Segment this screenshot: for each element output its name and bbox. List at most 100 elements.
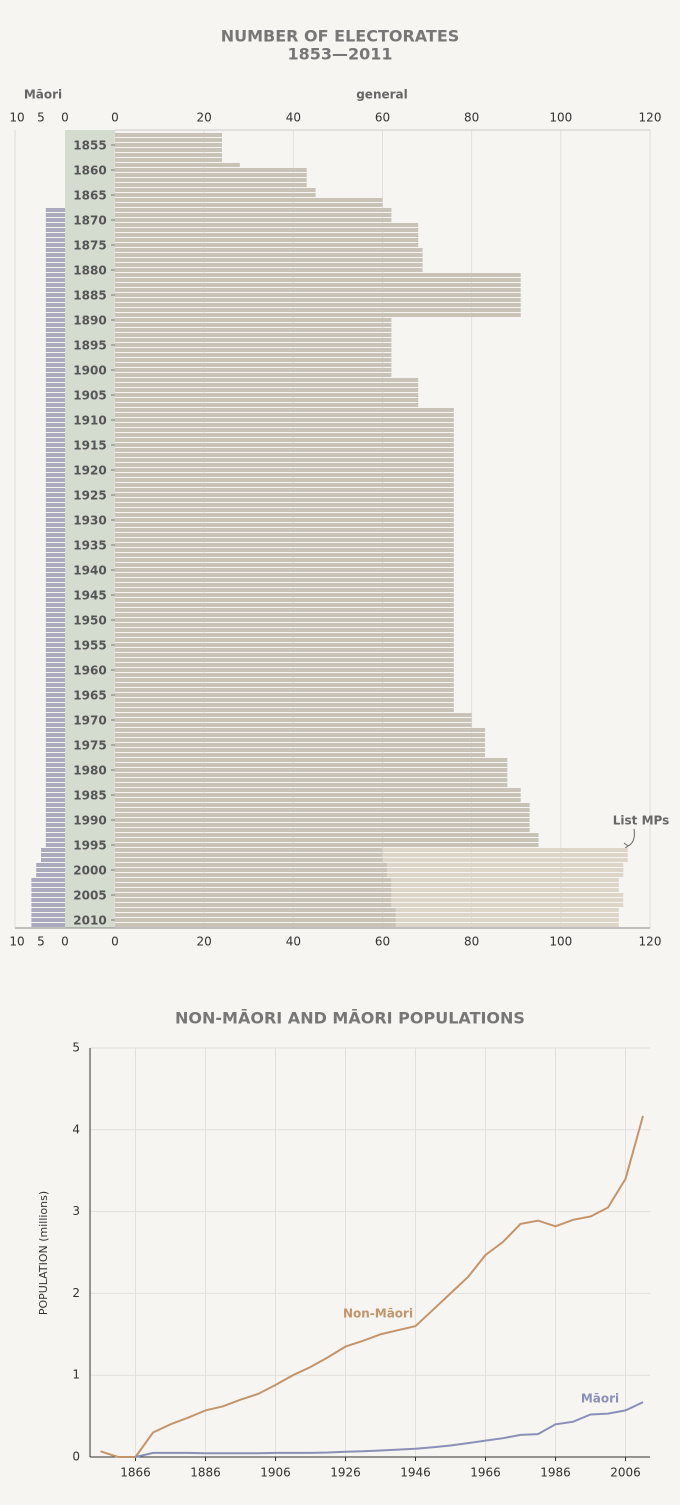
bar — [31, 898, 65, 902]
bar — [45, 518, 65, 522]
maori-tick-label: 5 — [37, 111, 45, 125]
year-tick-label: 1945 — [73, 589, 106, 603]
bar — [115, 563, 454, 567]
bar — [115, 368, 392, 372]
bar — [31, 883, 65, 887]
bar — [45, 388, 65, 392]
bar — [45, 353, 65, 357]
year-tick-label: 1970 — [73, 714, 106, 728]
bar — [115, 908, 396, 912]
bar — [386, 868, 624, 872]
bar — [45, 838, 65, 842]
bar — [45, 823, 65, 827]
bar — [115, 178, 307, 182]
bar — [36, 863, 65, 867]
bar — [115, 818, 530, 822]
bar — [115, 758, 508, 762]
maori-tick-label: 0 — [61, 935, 69, 949]
bar — [115, 918, 396, 922]
bar — [115, 328, 392, 332]
bar — [45, 578, 65, 582]
value-tick-label: 100 — [549, 935, 572, 949]
bar — [115, 878, 392, 882]
bar — [115, 538, 454, 542]
bar — [115, 793, 521, 797]
bar — [115, 573, 454, 577]
bar — [115, 508, 454, 512]
bar — [45, 763, 65, 767]
bar — [115, 428, 454, 432]
bar — [115, 498, 454, 502]
bar — [391, 893, 624, 897]
bar — [115, 533, 454, 537]
x-tick-label: 2006 — [610, 1466, 641, 1480]
year-tick-label: 2005 — [73, 889, 106, 903]
bar — [45, 333, 65, 337]
bar — [391, 903, 624, 907]
bar — [391, 898, 624, 902]
bar — [115, 913, 396, 917]
year-strip — [65, 130, 115, 928]
bar — [45, 458, 65, 462]
bar — [31, 903, 65, 907]
bar — [115, 523, 454, 527]
bar — [45, 483, 65, 487]
bar — [115, 553, 454, 557]
annotation: List MPs — [613, 814, 669, 828]
bar — [115, 643, 454, 647]
bar — [115, 183, 307, 187]
bar — [45, 633, 65, 637]
value-tick-label: 60 — [375, 935, 390, 949]
bar — [45, 663, 65, 667]
year-tick-label: 1980 — [73, 764, 106, 778]
bar — [382, 848, 628, 852]
year-tick-label: 1915 — [73, 439, 106, 453]
bar — [115, 188, 316, 192]
bar — [45, 318, 65, 322]
bar — [395, 908, 619, 912]
bar — [391, 883, 619, 887]
bar — [115, 633, 454, 637]
bar — [31, 888, 65, 892]
bar — [115, 808, 530, 812]
x-tick-label: 1906 — [260, 1466, 291, 1480]
bar — [45, 543, 65, 547]
bar — [115, 693, 454, 697]
x-tick-label: 1886 — [190, 1466, 221, 1480]
bar — [115, 578, 454, 582]
bar — [45, 228, 65, 232]
year-tick-label: 1905 — [73, 389, 106, 403]
bar — [45, 293, 65, 297]
bar — [45, 383, 65, 387]
bar — [115, 548, 454, 552]
bar — [45, 443, 65, 447]
value-tick-label: 120 — [639, 111, 662, 125]
bar — [115, 503, 454, 507]
bar — [45, 758, 65, 762]
series-label: Non-Māori — [343, 1307, 413, 1321]
year-tick-label: 1875 — [73, 239, 106, 253]
bar — [395, 923, 619, 927]
bar — [45, 208, 65, 212]
bar — [115, 308, 521, 312]
bar — [115, 258, 423, 262]
bar — [115, 628, 454, 632]
bar — [115, 133, 222, 137]
bar — [115, 488, 454, 492]
value-tick-label: 80 — [464, 935, 479, 949]
bar — [45, 793, 65, 797]
bar — [115, 528, 454, 532]
chart-subtitle: 1853—2011 — [287, 45, 392, 64]
bar — [45, 528, 65, 532]
bar — [45, 743, 65, 747]
bar — [115, 443, 454, 447]
bar — [115, 293, 521, 297]
bar — [31, 893, 65, 897]
bar — [45, 683, 65, 687]
year-tick-label: 1925 — [73, 489, 106, 503]
bar — [45, 568, 65, 572]
bar — [115, 873, 387, 877]
bar — [115, 453, 454, 457]
